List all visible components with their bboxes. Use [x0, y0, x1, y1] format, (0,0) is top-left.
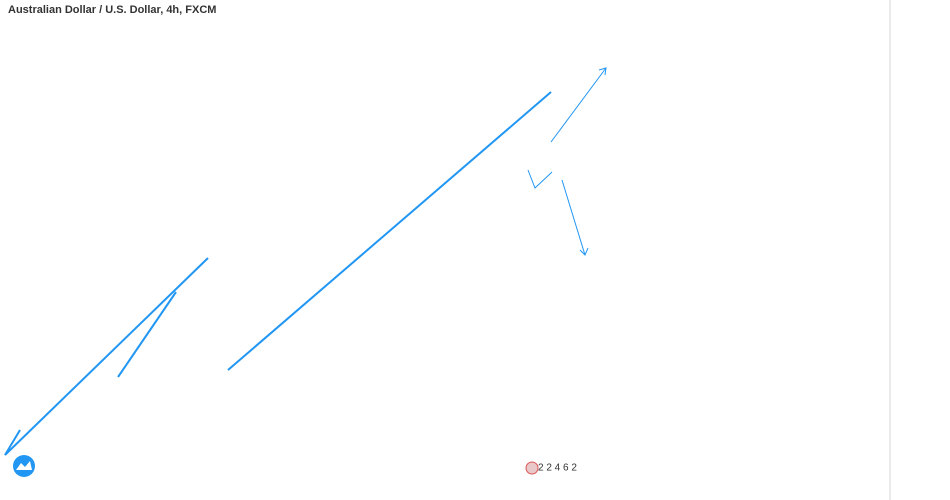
arrow [527, 169, 553, 189]
drawings [4, 67, 607, 456]
price-axis [890, 0, 950, 500]
arrow [561, 179, 586, 256]
trendline [4, 429, 21, 456]
chart-title: Australian Dollar / U.S. Dollar, 4h, FXC… [8, 4, 216, 16]
trendline [117, 291, 177, 378]
trendline [4, 257, 209, 456]
logo-mark [16, 461, 32, 470]
events-icon: 2 2 4 6 2 [525, 461, 577, 475]
event-dot [525, 461, 539, 475]
events-label: 2 2 4 6 2 [538, 463, 577, 474]
arrow-head [598, 67, 607, 76]
trendline [227, 91, 552, 371]
logo [13, 455, 35, 477]
arrow-head [579, 247, 589, 256]
arrow [550, 67, 607, 143]
